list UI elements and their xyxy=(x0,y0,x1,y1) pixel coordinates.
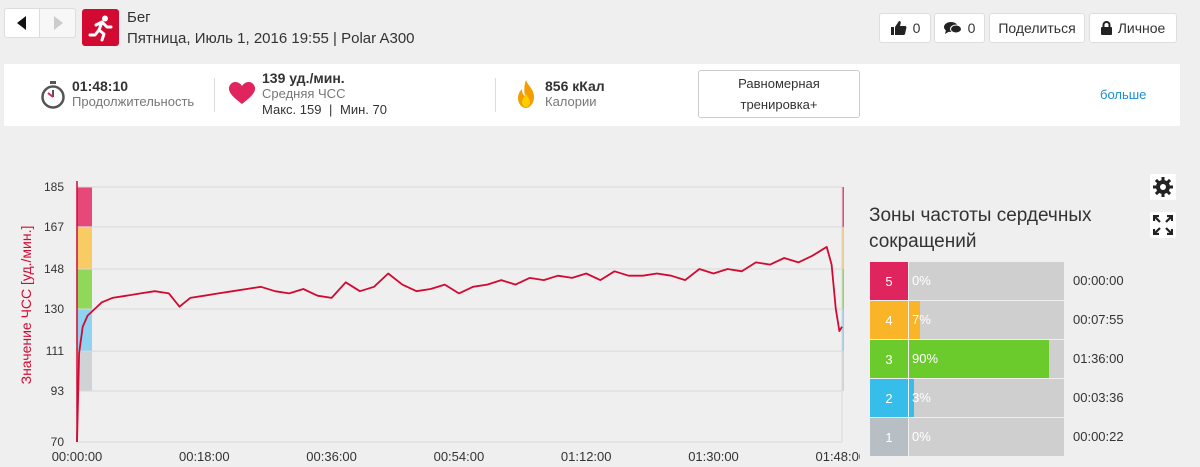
zone-number: 2 xyxy=(870,379,908,417)
avg-hr-value: 139 уд./мин. xyxy=(262,70,345,86)
running-icon xyxy=(82,9,119,46)
arrow-right-icon xyxy=(53,16,63,30)
zone-time: 00:03:36 xyxy=(1073,390,1124,405)
y-tick-label: 93 xyxy=(51,384,65,398)
back-button[interactable] xyxy=(4,8,40,38)
divider xyxy=(214,78,215,112)
calories-value: 856 кКал xyxy=(545,78,605,94)
x-tick-label: 01:48:00 xyxy=(815,449,860,464)
y-tick-label: 130 xyxy=(44,302,64,316)
duration-label: Продолжительность xyxy=(72,94,195,109)
session-subtitle: Пятница, Июль 1, 2016 19:55 | Polar A300 xyxy=(127,30,415,47)
heart-rate-series-line xyxy=(76,246,843,443)
y-tick-label: 70 xyxy=(51,435,65,449)
zone-number: 4 xyxy=(870,301,908,339)
x-tick-label: 01:30:00 xyxy=(688,449,739,464)
settings-button[interactable] xyxy=(1150,174,1176,200)
x-tick-label: 00:36:00 xyxy=(306,449,357,464)
zone-number: 3 xyxy=(870,340,908,378)
zone-band-right xyxy=(842,226,844,270)
zone-band-right xyxy=(842,351,844,391)
page-title: Бег xyxy=(127,9,151,26)
zone-band-left xyxy=(77,351,92,391)
comment-button[interactable]: 0 xyxy=(934,13,985,43)
zone-bar-fill xyxy=(909,379,914,417)
y-tick-label: 111 xyxy=(46,344,65,358)
zone-band-left xyxy=(77,187,92,227)
thumbs-up-icon xyxy=(890,21,907,35)
share-button[interactable]: Поделиться xyxy=(989,13,1085,43)
calories-label: Калории xyxy=(545,94,597,109)
arrow-left-icon xyxy=(17,16,26,30)
zone-bar-fill xyxy=(909,340,1049,378)
zone-time: 01:36:00 xyxy=(1073,351,1124,366)
like-count: 0 xyxy=(912,20,921,36)
flame-icon xyxy=(518,80,534,108)
zone-time: 00:00:00 xyxy=(1073,273,1124,288)
zone-number: 5 xyxy=(870,262,908,300)
y-tick-label: 148 xyxy=(44,262,64,276)
comment-count: 0 xyxy=(967,20,976,36)
x-tick-label: 00:00:00 xyxy=(52,449,103,464)
zone-time: 00:07:55 xyxy=(1073,312,1124,327)
hr-separator: | xyxy=(329,102,333,117)
zone-band-right xyxy=(842,308,844,352)
lock-icon xyxy=(1100,21,1112,35)
gear-icon xyxy=(1153,177,1173,197)
divider xyxy=(495,78,496,112)
zone-band-left xyxy=(77,308,92,352)
privacy-label: Личное xyxy=(1117,20,1166,36)
heart-icon xyxy=(229,82,255,104)
like-button[interactable]: 0 xyxy=(879,13,931,43)
fullscreen-button[interactable] xyxy=(1150,212,1176,238)
zone-percent: 90% xyxy=(912,351,939,366)
zone-percent: 0% xyxy=(912,429,931,444)
stopwatch-icon xyxy=(41,81,65,109)
share-label: Поделиться xyxy=(998,20,1076,36)
more-link[interactable]: больше xyxy=(1100,87,1147,102)
x-tick-label: 00:54:00 xyxy=(434,449,485,464)
zones-title: Зоны частоты сердечных сокращений xyxy=(869,205,1092,252)
y-tick-label: 185 xyxy=(44,180,64,194)
zone-band-left xyxy=(77,226,92,270)
zone-bar: 7% xyxy=(909,301,1064,339)
max-hr: Макс. 159 xyxy=(262,102,322,117)
min-hr: Мин. 70 xyxy=(340,102,387,117)
zone-percent: 7% xyxy=(912,312,931,327)
zone-percent: 3% xyxy=(912,390,931,405)
training-benefit-label: Равномерная тренировка+ xyxy=(738,76,820,112)
zone-band-right xyxy=(842,269,844,309)
zone-bar: 0% xyxy=(909,262,1064,300)
zone-bar: 0% xyxy=(909,418,1064,456)
zone-bar: 3% xyxy=(909,379,1064,417)
history-nav xyxy=(4,8,76,38)
zone-number: 1 xyxy=(870,418,908,456)
avg-hr-label: Средняя ЧСС xyxy=(262,86,346,101)
y-tick-label: 167 xyxy=(44,220,64,234)
zone-percent: 0% xyxy=(912,273,931,288)
x-tick-label: 00:18:00 xyxy=(179,449,230,464)
expand-icon xyxy=(1153,215,1173,235)
zone-band-right xyxy=(842,187,844,227)
heart-rate-chart: Значение ЧСС [уд./мин.] 70 93 111 130 148 167… xyxy=(18,180,860,464)
training-benefit-button[interactable]: Равномерная тренировка+ xyxy=(698,70,860,118)
zone-bar-fill xyxy=(909,301,920,339)
zone-band-left xyxy=(77,269,92,309)
zone-bar: 90% xyxy=(909,340,1064,378)
duration-value: 01:48:10 xyxy=(72,78,129,94)
x-tick-label: 01:12:00 xyxy=(561,449,612,464)
forward-button[interactable] xyxy=(40,8,76,38)
zone-time: 00:00:22 xyxy=(1073,429,1124,444)
comments-icon xyxy=(943,22,962,34)
summary-panel: 01:48:10 Продолжительность 139 уд./мин. … xyxy=(4,64,1180,126)
privacy-button[interactable]: Личное xyxy=(1089,13,1177,43)
y-axis-label: Значение ЧСС [уд./мин.] xyxy=(18,226,34,385)
